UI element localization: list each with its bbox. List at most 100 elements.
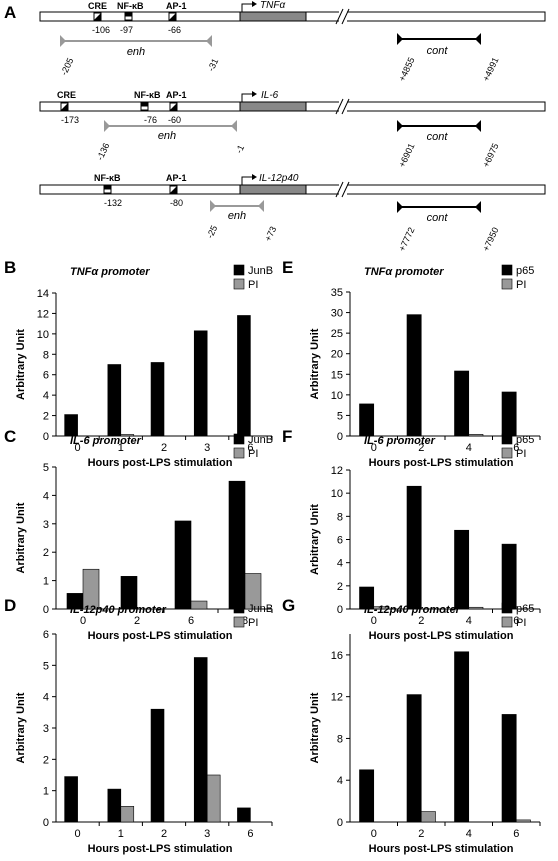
site-pos: -106: [92, 25, 110, 35]
legend-swatch-junb: [233, 264, 245, 276]
legend-label-pi: PI: [248, 279, 258, 291]
axis-break: [339, 100, 347, 113]
panel-a-letter: A: [4, 3, 16, 22]
y-axis-label: Arbitrary Unit: [15, 329, 27, 400]
y-tick-label: 6: [337, 535, 343, 547]
y-tick-label: 4: [43, 390, 49, 402]
y-axis-label: Arbitrary Unit: [15, 502, 27, 573]
ap1-site-fill: [170, 103, 177, 110]
x-tick-label: 2: [161, 442, 167, 454]
y-tick-label: 4: [337, 775, 343, 787]
enh-label: enh: [127, 46, 145, 58]
legend-label-junb: JunB: [248, 603, 273, 615]
site-pos: -76: [144, 115, 157, 125]
x-tick-label: 1: [118, 828, 124, 840]
x-axis-label: Hours post-LPS stimulation: [88, 457, 233, 469]
y-tick-label: 10: [331, 390, 343, 402]
y-tick-label: 35: [331, 287, 343, 299]
axis-break-line: [341, 181, 350, 198]
cont-bracket-left: [397, 201, 403, 213]
cont-end: +6975: [481, 142, 501, 169]
cont-end: +4991: [481, 56, 501, 83]
tss-arrow-icon: [241, 93, 252, 102]
cont-bracket-left: [397, 120, 403, 132]
tss-arrow-icon: [241, 176, 252, 185]
bar-junb-2: [150, 708, 165, 823]
x-tick-label: 0: [371, 442, 377, 454]
y-tick-label: 14: [37, 288, 49, 300]
tss-arrowhead-icon: [252, 174, 257, 180]
site-pos: -173: [61, 115, 79, 125]
site-pos: -80: [170, 198, 183, 208]
legend-label-pi: PI: [516, 279, 526, 291]
nfkb-site-fill: [141, 103, 148, 107]
y-tick-label: 1: [43, 786, 49, 798]
y-tick-label: 0: [43, 817, 49, 829]
y-tick-label: 20: [331, 349, 343, 361]
exon-box: [239, 184, 307, 195]
nfkb-site-fill: [104, 186, 111, 190]
y-tick-label: 2: [43, 547, 49, 559]
tss-arrowhead-icon: [252, 91, 257, 97]
x-tick-label: 2: [418, 828, 424, 840]
bar-pi-4: [468, 606, 484, 610]
panel-a: A TNFα CRE -106 NF-κB -97 AP-1 -66: [4, 0, 546, 253]
legend-label-pi: PI: [248, 448, 258, 460]
enh-bracket-left: [210, 200, 216, 212]
legend-swatch-p65: [501, 602, 513, 614]
bar-p65-2: [406, 485, 422, 610]
enh-bracket-right: [206, 35, 212, 47]
chart-title: TNFα promoter: [70, 266, 150, 278]
site-pos: -132: [104, 198, 122, 208]
legend-swatch-p65: [501, 264, 513, 276]
y-tick-label: 4: [337, 558, 343, 570]
bar-junb-6: [237, 807, 251, 823]
x-tick-label: 1: [118, 442, 124, 454]
y-tick-label: 3: [43, 519, 49, 531]
site-label-cre: CRE: [57, 90, 76, 100]
site-label-nfkb: NF-κB: [94, 173, 121, 183]
legend-swatch-junb: [233, 602, 245, 614]
legend-swatch-pi: [501, 616, 513, 628]
y-axis-label: Arbitrary Unit: [309, 328, 321, 399]
x-axis-label: Hours post-LPS stimulation: [369, 843, 514, 855]
bar-p65-2: [406, 694, 422, 823]
chart-title: TNFα promoter: [364, 266, 444, 278]
bar-pi-0: [82, 568, 100, 610]
x-tick-label: 6: [247, 828, 253, 840]
ap1-site-fill: [169, 13, 176, 20]
panel-letter: D: [4, 596, 16, 615]
y-tick-label: 8: [43, 349, 49, 361]
legend-label-pi: PI: [516, 448, 526, 460]
axis-break-line: [341, 8, 350, 25]
cont-bracket-right: [475, 33, 481, 45]
y-tick-label: 2: [337, 581, 343, 593]
y-tick-label: 8: [337, 511, 343, 523]
y-tick-label: 0: [337, 817, 343, 829]
axis-break-line: [335, 181, 344, 198]
enh-start: -205: [59, 56, 76, 77]
cont-label: cont: [427, 212, 449, 224]
x-tick-label: 0: [80, 615, 86, 627]
cre-site-fill: [94, 13, 101, 20]
chart-title: IL-6 promoter: [364, 435, 436, 447]
enh-end: +73: [263, 225, 279, 243]
legend-swatch-pi: [501, 447, 513, 459]
exon-box: [239, 11, 307, 22]
x-tick-label: 4: [466, 828, 472, 840]
y-axis-label: Arbitrary Unit: [309, 692, 321, 763]
enh-end: -1: [234, 143, 246, 154]
panel-letter: E: [282, 258, 293, 277]
chart-title: IL-6 promoter: [70, 435, 142, 447]
bar-p65-4: [454, 651, 470, 823]
gene-name: TNFα: [260, 0, 285, 11]
legend-label-junb: JunB: [248, 265, 273, 277]
axis-break-line: [335, 8, 344, 25]
bar-junb-1: [107, 788, 122, 823]
y-tick-label: 5: [43, 462, 49, 474]
bar-junb-3: [193, 330, 208, 437]
bar-p65-2: [406, 314, 422, 437]
